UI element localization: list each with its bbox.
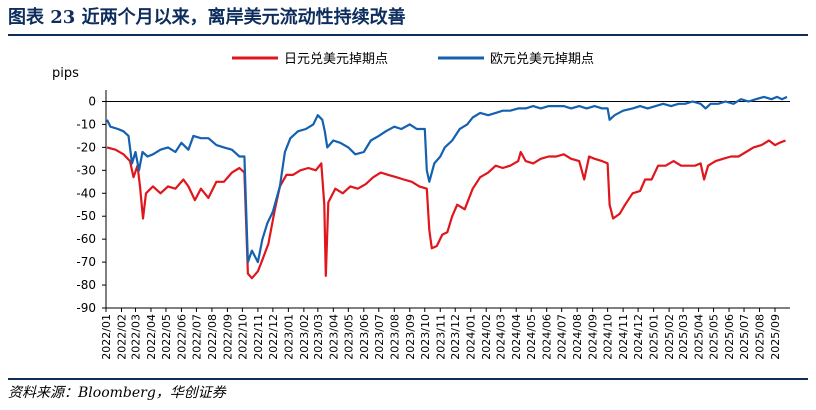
eur-swap-points-line bbox=[106, 95, 788, 264]
plot-area bbox=[106, 95, 788, 280]
x-tick-label: 2022/12 bbox=[267, 314, 280, 360]
x-tick-label: 2022/11 bbox=[252, 314, 265, 360]
y-tick-label: -50 bbox=[76, 209, 96, 223]
y-tick-label: -20 bbox=[76, 140, 96, 154]
x-tick-label: 2024/11 bbox=[617, 314, 630, 360]
x-tick-label: 2022/08 bbox=[206, 314, 219, 360]
x-tick-label: 2023/08 bbox=[388, 314, 401, 360]
x-tick-label: 2024/09 bbox=[587, 314, 600, 360]
x-tick-label: 2022/05 bbox=[160, 314, 173, 360]
legend-label: 日元兑美元掉期点 bbox=[284, 52, 388, 67]
title-rule bbox=[8, 34, 808, 36]
x-tick-label: 2023/12 bbox=[449, 314, 462, 360]
x-tick-label: 2025/03 bbox=[677, 314, 690, 360]
swap-points-chart: 日元兑美元掉期点 欧元兑美元掉期点 pips 0 -10 -20 -30 -40 -50 -6… bbox=[52, 52, 790, 360]
x-tick-label: 2025/05 bbox=[708, 314, 721, 360]
x-tick-label: 2025/04 bbox=[693, 314, 706, 360]
x-tick-label: 2025/08 bbox=[754, 314, 767, 360]
y-tick-label: -40 bbox=[76, 186, 96, 200]
jpy-swap-points-line bbox=[106, 139, 786, 280]
y-tick-label: -10 bbox=[76, 117, 96, 131]
x-tick-label: 2023/04 bbox=[327, 314, 340, 360]
y-tick-label: 0 bbox=[88, 94, 96, 108]
x-tick-label: 2023/10 bbox=[419, 314, 432, 360]
x-tick-label: 2023/07 bbox=[373, 314, 386, 360]
x-tick-label: 2022/10 bbox=[236, 314, 249, 360]
y-axis-label: pips bbox=[52, 66, 79, 81]
figure-title: 图表 23 近两个月以来，离岸美元流动性持续改善 bbox=[8, 7, 406, 28]
x-tick-label: 2023/01 bbox=[282, 314, 295, 360]
x-tick-label: 2023/11 bbox=[434, 314, 447, 360]
x-tick-label: 2024/07 bbox=[556, 314, 569, 360]
x-tick-label: 2022/07 bbox=[190, 314, 203, 360]
x-tick-label: 2023/06 bbox=[358, 314, 371, 360]
x-tick-label: 2024/03 bbox=[495, 314, 508, 360]
x-tick-label: 2023/02 bbox=[298, 314, 311, 360]
y-tick-label: -60 bbox=[76, 232, 96, 246]
x-tick-label: 2022/01 bbox=[100, 314, 113, 360]
x-tick-label: 2022/06 bbox=[175, 314, 188, 360]
x-tick-label: 2025/09 bbox=[769, 314, 782, 360]
x-tick-label: 2025/01 bbox=[648, 314, 661, 360]
x-tick-label: 2023/05 bbox=[342, 314, 355, 360]
source-rule bbox=[8, 378, 808, 380]
legend-label: 欧元兑美元掉期点 bbox=[490, 52, 594, 67]
x-tick-label: 2024/12 bbox=[632, 314, 645, 360]
x-tick-label: 2024/06 bbox=[541, 314, 554, 360]
x-axis: 2022/01 2022/02 2022/03 2022/04 2022/05 2022/… bbox=[100, 100, 790, 360]
x-tick-label: 2025/06 bbox=[723, 314, 736, 360]
y-tick-label: -80 bbox=[76, 278, 96, 292]
source-note: 资料来源：Bloomberg，华创证券 bbox=[8, 385, 226, 401]
x-tick-label: 2024/10 bbox=[602, 314, 615, 360]
y-axis: 0 -10 -20 -30 -40 -50 -60 -70 -80 -90 bbox=[76, 90, 107, 315]
y-tick-label: -90 bbox=[76, 301, 96, 315]
x-tick-label: 2025/07 bbox=[738, 314, 751, 360]
x-tick-label: 2023/09 bbox=[404, 314, 417, 360]
y-tick-label: -30 bbox=[76, 163, 96, 177]
x-tick-label: 2024/01 bbox=[465, 314, 478, 360]
x-tick-label: 2022/03 bbox=[129, 314, 142, 360]
x-tick-label: 2022/09 bbox=[221, 314, 234, 360]
x-tick-label: 2022/04 bbox=[145, 314, 158, 360]
x-tick-label: 2025/02 bbox=[663, 314, 676, 360]
y-tick-label: -70 bbox=[76, 255, 96, 269]
x-tick-label: 2023/03 bbox=[312, 314, 325, 360]
x-tick-label: 2024/05 bbox=[525, 314, 538, 360]
x-tick-label: 2024/08 bbox=[571, 314, 584, 360]
x-tick-label: 2024/02 bbox=[480, 314, 493, 360]
x-tick-label: 2022/02 bbox=[115, 314, 128, 360]
x-tick-label: 2024/04 bbox=[510, 314, 523, 360]
chart-legend: 日元兑美元掉期点 欧元兑美元掉期点 bbox=[232, 52, 594, 67]
title-bar: 图表 23 近两个月以来，离岸美元流动性持续改善 bbox=[8, 4, 808, 36]
